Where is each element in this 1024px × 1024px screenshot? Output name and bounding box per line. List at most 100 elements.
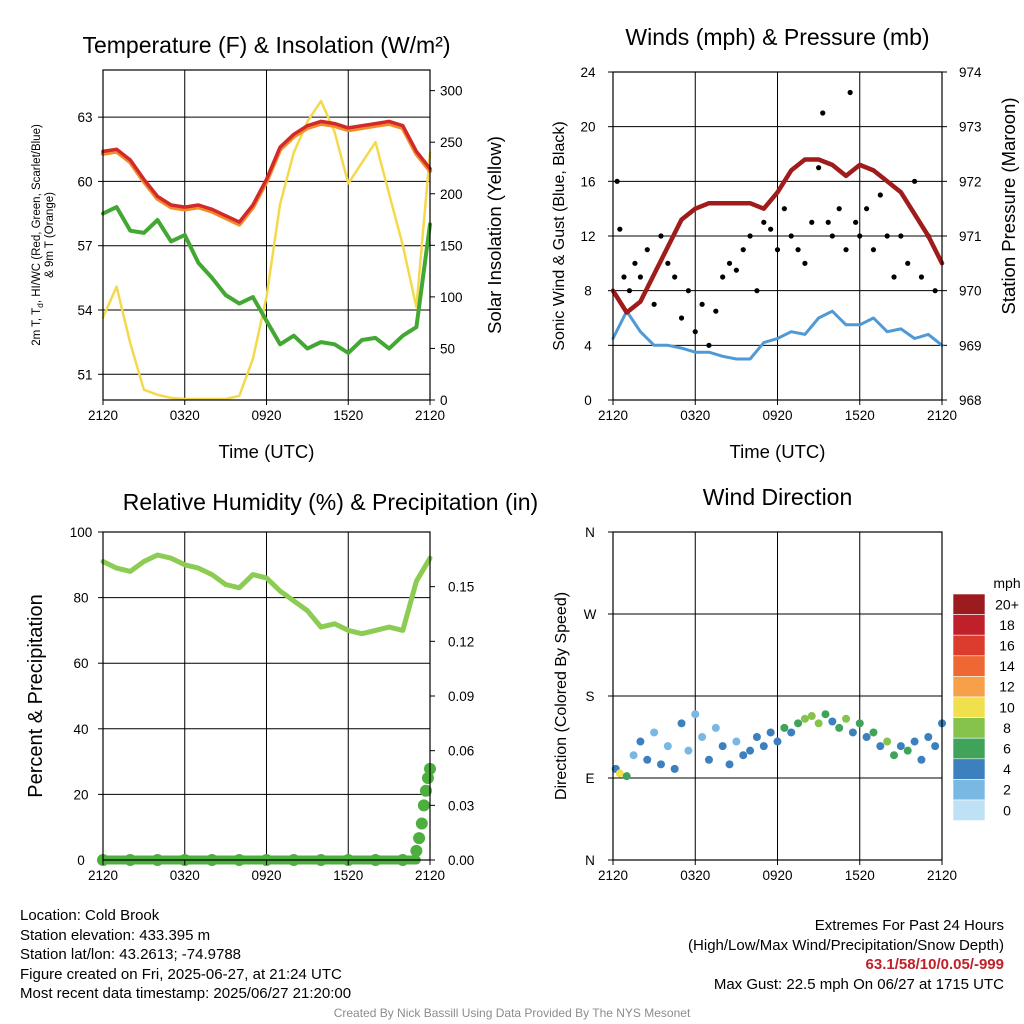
gust-point	[720, 274, 726, 280]
gust-point	[932, 288, 938, 294]
gust-point	[857, 233, 863, 239]
rh-ylabel: Percent & Precipitation	[25, 594, 47, 797]
rh-title: Relative Humidity (%) & Precipitation (i…	[123, 489, 538, 515]
temp-title: Temperature (F) & Insolation (W/m²)	[82, 32, 450, 58]
direction-point	[725, 760, 734, 769]
extremes-heading: Extremes For Past 24 Hours	[814, 917, 1004, 934]
temp-y2tick-label: 100	[440, 290, 463, 305]
direction-point	[862, 733, 871, 741]
elevation-text: Station elevation: 433.395 m	[20, 926, 211, 944]
gust-point	[644, 247, 650, 253]
temp-ytick-label: 63	[77, 110, 92, 125]
direction-point	[903, 746, 912, 755]
gust-point	[665, 260, 671, 266]
temp-y2tick-label: 300	[440, 84, 463, 99]
temp-xtick-label: 1520	[333, 408, 363, 423]
dir-ytick-label: N	[585, 853, 595, 868]
dewpoint-line	[101, 205, 432, 355]
rh-y2tick-label: 0.00	[448, 853, 474, 868]
gust-point	[672, 274, 678, 280]
rh-y2tick-label: 0.12	[448, 634, 474, 649]
gust-point	[795, 247, 801, 253]
recent-text: Most recent data timestamp: 2025/06/27 2…	[20, 985, 352, 1002]
precip-point	[419, 784, 432, 797]
legend-swatch	[952, 779, 986, 801]
wind-y2tick-label: 971	[959, 229, 982, 244]
direction-point	[677, 719, 686, 728]
direction-point	[718, 742, 727, 751]
legend-label: 14	[999, 658, 1015, 674]
legend-label: 2	[1003, 782, 1011, 798]
direction-point	[739, 751, 748, 760]
wind-xtick-label: 0920	[762, 408, 792, 423]
gust-point	[802, 260, 808, 266]
direction-point	[773, 737, 782, 746]
gust-point	[781, 206, 787, 212]
gust-point	[918, 274, 925, 280]
rh-ytick-label: 20	[73, 787, 88, 802]
direction-point	[869, 728, 878, 737]
gust-point	[726, 260, 733, 266]
gust-point	[820, 110, 826, 116]
gust-point	[651, 301, 657, 307]
wind-y2tick-label: 969	[959, 338, 982, 353]
direction-point	[752, 733, 761, 741]
temp-xlabel: Time (UTC)	[219, 441, 315, 462]
wind-y2tick-label: 973	[959, 120, 982, 135]
legend-label: 0	[1003, 802, 1011, 818]
gust-point	[632, 260, 638, 266]
wind-y2tick-label: 968	[959, 393, 982, 408]
legend-swatch	[952, 614, 986, 636]
direction-point	[890, 751, 899, 760]
direction-point	[629, 751, 638, 760]
temp-y2tick-label: 0	[440, 393, 448, 408]
direction-point	[746, 746, 755, 755]
precip-point	[413, 832, 426, 845]
gust-point	[692, 329, 698, 335]
gust-point	[740, 247, 746, 253]
gust-point	[829, 233, 835, 239]
rh-ytick-label: 0	[77, 853, 85, 868]
direction-point	[766, 728, 775, 737]
direction-point	[821, 710, 830, 719]
wind-ytick-label: 8	[584, 284, 592, 299]
dir-xtick-label: 0920	[762, 868, 792, 883]
precip-point	[421, 772, 434, 784]
wind-xtick-label: 0320	[680, 408, 710, 423]
extremes-values: 63.1/58/10/0.05/-999	[865, 956, 1004, 973]
latlon-text: Station lat/lon: 43.2613; -74.9788	[20, 946, 242, 963]
gust-point	[884, 233, 890, 239]
gust-point	[617, 226, 623, 232]
dir-ytick-label: N	[585, 525, 595, 540]
dir-xtick-label: 1520	[845, 868, 875, 883]
station-info: Location: Cold Brook Station elevation: …	[20, 906, 351, 1004]
rh-xtick-label: 0920	[251, 868, 281, 883]
direction-point	[759, 742, 768, 751]
temp-y2tick-label: 250	[440, 135, 463, 150]
legend-swatch	[952, 696, 986, 718]
gust-point	[733, 267, 739, 273]
temp-ylabel-line2: & 9m T (Orange)	[44, 192, 56, 278]
direction-point	[636, 737, 645, 746]
dir-xtick-label: 2120	[927, 868, 957, 883]
legend-swatch	[952, 655, 986, 677]
temp-2m-line	[101, 119, 432, 224]
direction-point	[787, 728, 796, 737]
direction-point	[670, 764, 679, 773]
wind-xlabel: Time (UTC)	[730, 441, 826, 462]
wind-ylabel: Sonic Wind & Gust (Blue, Black)	[551, 121, 568, 350]
direction-point	[917, 755, 926, 764]
legend-label: 16	[999, 638, 1015, 654]
dir-ytick-label: S	[585, 689, 594, 704]
rh-line	[100, 552, 433, 637]
temp-xtick-label: 2120	[88, 408, 118, 423]
legend-swatch	[952, 799, 986, 821]
direction-point	[924, 733, 933, 741]
direction-point	[835, 723, 844, 732]
rh-ytick-label: 40	[73, 722, 88, 737]
wind-ytick-label: 12	[580, 229, 595, 244]
gust-point	[614, 178, 620, 184]
legend-title: mph	[993, 575, 1020, 591]
direction-point	[656, 760, 665, 769]
dir-ytick-label: E	[585, 771, 594, 786]
